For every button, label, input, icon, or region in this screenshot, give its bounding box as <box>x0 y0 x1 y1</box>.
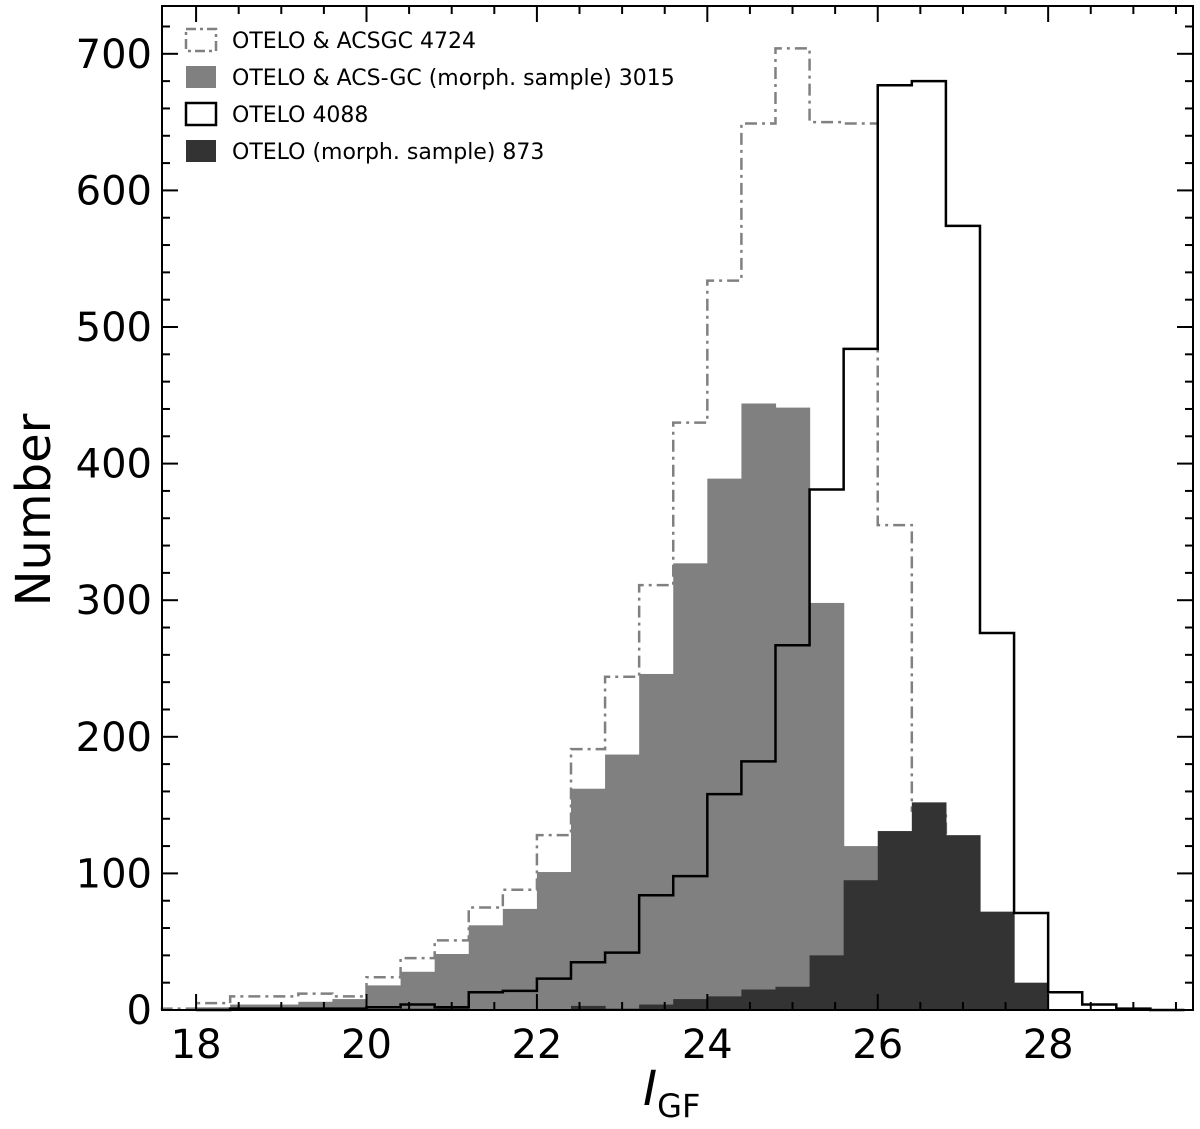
legend-label: OTELO 4088 <box>232 103 368 128</box>
series-otelo-acs-gc-morph-sample-3015 <box>196 403 1015 1011</box>
y-tick-label: 200 <box>76 715 152 761</box>
legend: OTELO & ACSGC 4724 OTELO & ACS-GC (morph.… <box>184 27 675 165</box>
bar <box>809 955 845 1010</box>
bar <box>809 602 845 1010</box>
bar <box>639 673 674 1010</box>
bar <box>775 407 811 1011</box>
x-tick-label: 22 <box>511 1022 562 1068</box>
bar <box>196 1007 231 1010</box>
bar <box>877 831 913 1010</box>
bar <box>707 478 743 1010</box>
bar <box>673 999 708 1010</box>
bar <box>605 754 640 1010</box>
bar <box>502 908 538 1010</box>
legend-swatch <box>186 66 216 88</box>
legend-swatch <box>184 27 218 53</box>
y-tick-label: 100 <box>76 851 152 897</box>
legend-label: OTELO (morph. sample) 873 <box>232 140 544 165</box>
y-tick-label: 300 <box>76 578 152 624</box>
bar <box>570 1005 606 1010</box>
series-otelo-4088 <box>196 79 1185 1012</box>
axes-layer: 18 20 22 24 26 28 0 100 200 300 400 500 600 700 <box>76 5 1194 1068</box>
series-layer <box>160 47 1185 1012</box>
series-otelo-acsgc-4724 <box>160 47 1050 1010</box>
y-tick-label: 600 <box>76 168 152 214</box>
x-tick-label: 26 <box>852 1022 903 1068</box>
bar <box>639 1004 674 1010</box>
legend-label: OTELO & ACSGC 4724 <box>232 29 476 54</box>
x-axis-label-subscript: GF <box>657 1087 700 1125</box>
bar <box>434 953 470 1010</box>
bar <box>536 872 572 1010</box>
y-axis-label: Number <box>6 413 62 606</box>
legend-entry-otelo-acs-gc-morph-sample-3015: OTELO & ACS-GC (morph. sample) 3015 <box>186 66 675 91</box>
bar <box>843 880 879 1010</box>
bar <box>366 985 402 1010</box>
x-axis-label-main: I <box>643 1061 657 1117</box>
legend-entry-otelo-morph-sample-873: OTELO (morph. sample) 873 <box>186 140 544 165</box>
y-tick-label: 0 <box>127 988 152 1034</box>
bar <box>911 802 947 1010</box>
y-tick-label: 400 <box>76 442 152 488</box>
bar <box>1014 982 1049 1010</box>
x-tick-label: 24 <box>682 1022 733 1068</box>
legend-entry-otelo-4088: OTELO 4088 <box>184 101 368 128</box>
x-tick-label: 28 <box>1023 1022 1074 1068</box>
bar <box>468 925 504 1010</box>
step-outline <box>160 47 1050 1010</box>
step-outline <box>196 79 1185 1012</box>
bar <box>298 1001 334 1010</box>
bar <box>741 989 777 1010</box>
x-axis-label: IGF <box>643 1061 700 1125</box>
series-otelo-morph-sample-873 <box>264 802 1049 1010</box>
axes-frame <box>161 5 1194 1011</box>
bar <box>230 1004 265 1010</box>
x-tick-label: 18 <box>171 1022 222 1068</box>
y-tick-label: 500 <box>76 305 152 351</box>
y-tick-label: 700 <box>76 32 152 78</box>
bar <box>945 835 981 1010</box>
bar <box>332 999 368 1010</box>
bar <box>707 996 743 1010</box>
bar <box>741 403 777 1010</box>
bar <box>775 986 811 1010</box>
bar <box>673 563 708 1010</box>
x-tick-label: 20 <box>341 1022 392 1068</box>
bar <box>979 911 1015 1010</box>
legend-label: OTELO & ACS-GC (morph. sample) 3015 <box>232 66 675 91</box>
legend-entry-otelo-acsgc-4724: OTELO & ACSGC 4724 <box>184 27 476 54</box>
legend-swatch <box>186 140 216 162</box>
legend-swatch <box>184 101 218 127</box>
bar <box>570 788 606 1010</box>
